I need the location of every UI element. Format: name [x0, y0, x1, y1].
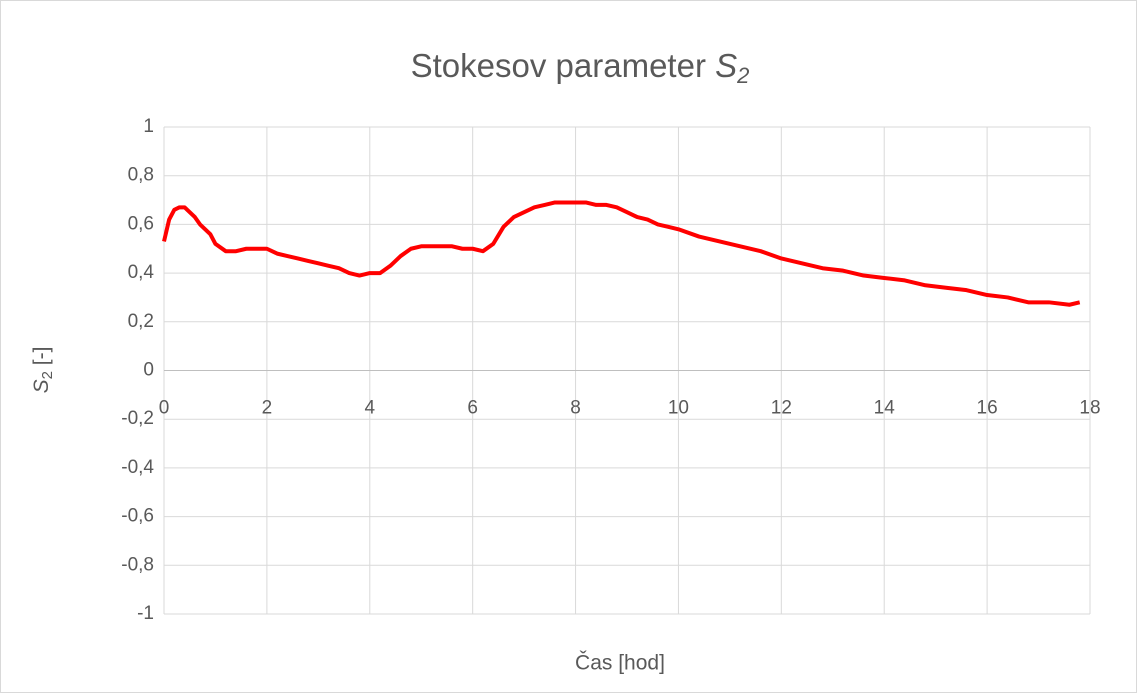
x-tick-label: 10	[668, 398, 689, 419]
x-tick-label: 6	[467, 398, 478, 419]
y-tick-label: -0,6	[121, 506, 154, 527]
x-tick-label: 4	[364, 398, 375, 419]
y-tick-label: -0,2	[121, 408, 154, 429]
y-label-symbol: S	[30, 379, 53, 393]
y-tick-label: 0,6	[128, 213, 154, 234]
chart-title: Stokesov parameter S2	[411, 47, 750, 88]
y-tick-label: -0,8	[121, 554, 154, 575]
x-axis-label: Čas [hod]	[575, 652, 665, 675]
x-tick-label: 16	[977, 398, 998, 419]
y-tick-label: 1	[143, 116, 154, 137]
x-tick-label: 14	[874, 398, 896, 419]
x-tick-label: 12	[771, 398, 792, 419]
x-tick-label: 18	[1079, 398, 1100, 419]
title-symbol: S	[715, 47, 737, 84]
data-line	[162, 200, 1081, 307]
title-subscript: 2	[736, 63, 749, 88]
title-text: Stokesov parameter	[411, 47, 715, 84]
y-tick-label: -0,4	[121, 457, 154, 478]
y-tick-label: 0,8	[128, 165, 154, 186]
y-label-subscript: 2	[39, 371, 56, 379]
y-tick-label: 0	[143, 360, 154, 381]
y-tick-label: 0,2	[128, 311, 154, 332]
x-tick-label: 0	[159, 398, 170, 419]
x-tick-label: 2	[262, 398, 273, 419]
y-label-text: [-]	[30, 347, 53, 372]
y-axis-label: S2 [-]	[30, 347, 56, 394]
y-tick-label: -1	[137, 603, 154, 624]
x-tick-label: 8	[570, 398, 581, 419]
y-tick-label: 0,4	[128, 262, 155, 283]
